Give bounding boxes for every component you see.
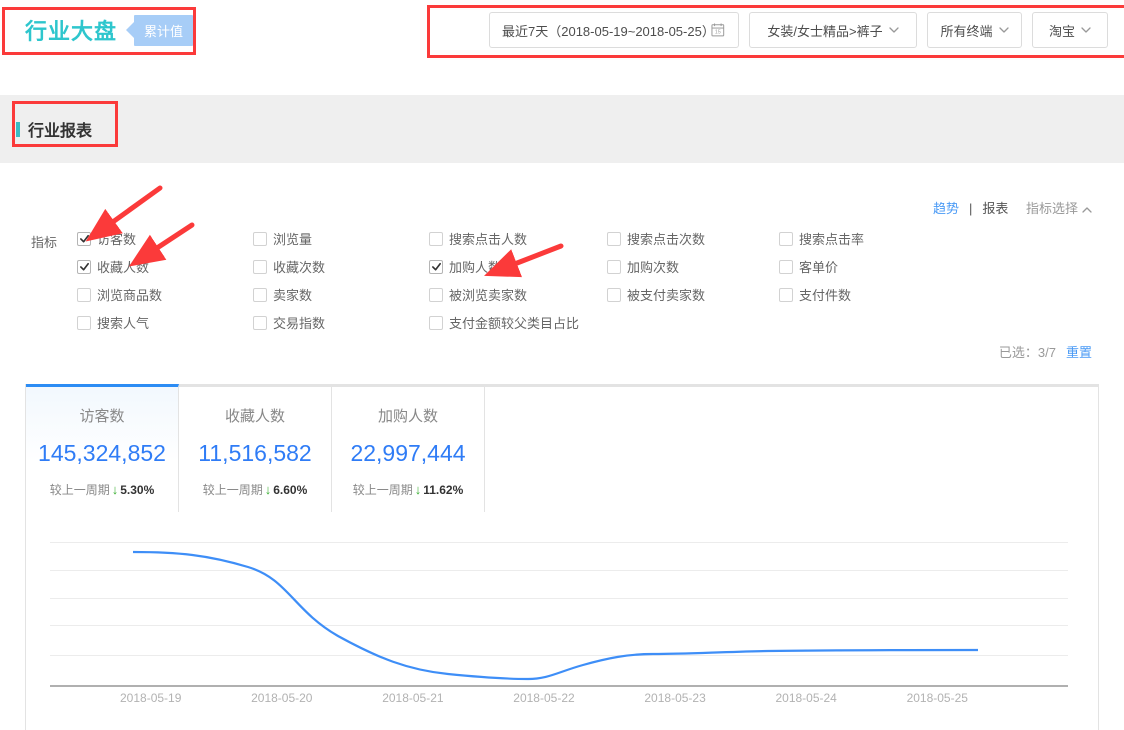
svg-text:15: 15: [715, 29, 721, 35]
